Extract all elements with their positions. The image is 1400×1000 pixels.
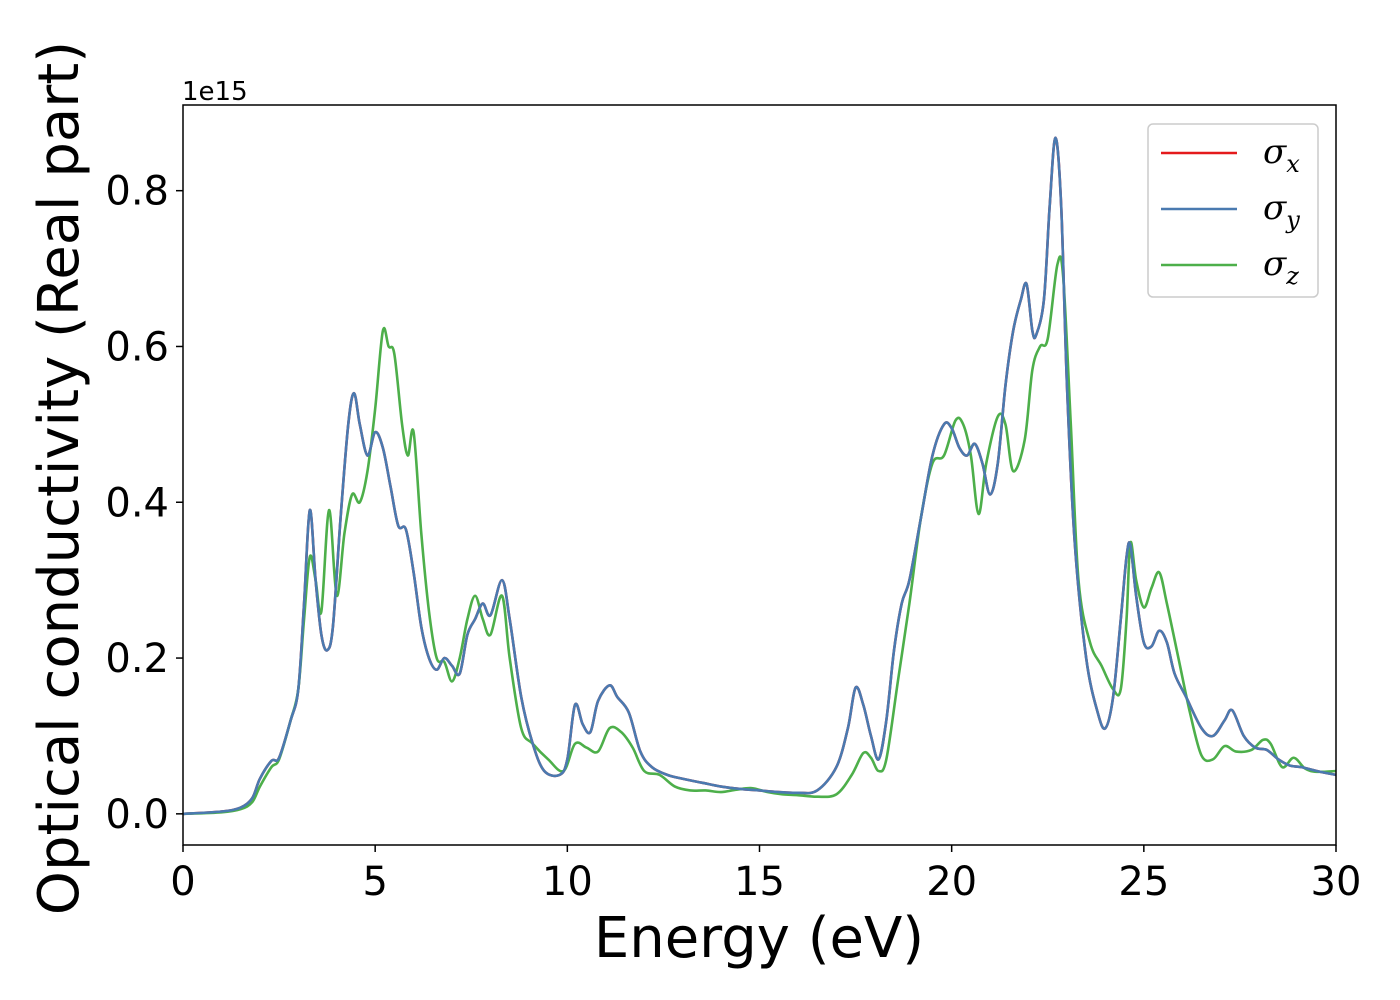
- y-tick-label: 0.8: [105, 169, 169, 215]
- y-tick-label: 0.0: [105, 792, 169, 838]
- legend-label-y: σy: [1263, 188, 1300, 234]
- y-tick-label: 0.6: [105, 324, 169, 370]
- legend-label-z: σz: [1263, 244, 1299, 290]
- x-tick-label: 25: [1118, 859, 1169, 905]
- x-tick-label: 30: [1311, 859, 1362, 905]
- legend-label-x: σx: [1263, 132, 1300, 178]
- y-axis-ticks: 0.0 0.2 0.4 0.6 0.8: [105, 169, 183, 838]
- y-axis-label: Optical conductivity (Real part): [27, 41, 92, 915]
- x-tick-label: 0: [170, 859, 195, 905]
- legend: σx σy σz: [1147, 123, 1319, 298]
- y-tick-label: 0.2: [105, 636, 169, 682]
- x-tick-label: 15: [734, 859, 785, 905]
- y-offset-label: 1e15: [182, 77, 248, 107]
- x-tick-label: 5: [362, 859, 387, 905]
- x-axis-label: Energy (eV): [594, 906, 924, 971]
- y-tick-label: 0.4: [105, 480, 169, 526]
- x-tick-label: 10: [542, 859, 593, 905]
- x-tick-label: 20: [926, 859, 977, 905]
- legend-box: [1147, 123, 1319, 298]
- x-axis-ticks: 0 5 10 15 20 25 30: [170, 845, 1361, 905]
- series-layer: [183, 136, 1336, 816]
- series-line-y: [183, 136, 1336, 816]
